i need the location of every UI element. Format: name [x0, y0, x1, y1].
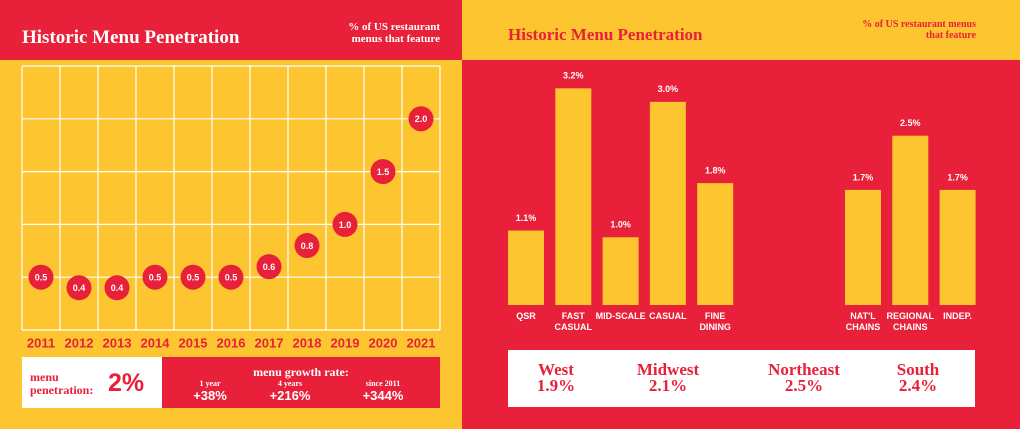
- point: [218, 264, 244, 290]
- data-label: 2.0: [415, 114, 428, 124]
- point: [28, 264, 54, 290]
- x-tick-label: MID-SCALE: [595, 311, 646, 321]
- summary-value: 2%: [108, 369, 145, 397]
- summary-left-box: [22, 357, 162, 408]
- x-tick-label: 2018: [293, 335, 322, 350]
- data-label: 1.0: [339, 220, 352, 230]
- x-tick-label: REGIONAL CHAINS: [886, 311, 935, 332]
- point: [180, 264, 206, 290]
- point: [370, 159, 396, 185]
- data-label: 1.7%: [947, 172, 968, 182]
- region-name: South: [896, 360, 940, 379]
- region-value: 2.1%: [648, 376, 688, 395]
- point: [256, 254, 282, 280]
- x-tick-label: FAST CASUAL: [554, 311, 593, 332]
- point: [66, 275, 92, 301]
- x-tick-label: NAT'L CHAINS: [845, 311, 881, 332]
- x-tick-label: 2011: [27, 335, 55, 350]
- data-label: 0.8: [301, 241, 314, 251]
- summary-right-box: [162, 357, 440, 408]
- right-title: Historic Menu Penetration: [508, 25, 703, 44]
- region-name: Northeast: [768, 360, 840, 379]
- bar: [939, 189, 976, 305]
- x-tick-label: 2016: [217, 335, 246, 350]
- bar: [697, 183, 734, 305]
- right-subtitle: % of US restaurant menus that feature: [862, 19, 976, 41]
- x-tick-label: 2015: [179, 335, 208, 350]
- bar: [845, 189, 881, 305]
- growth-period: 1 year: [199, 379, 221, 388]
- summary-label: menu penetration:: [30, 370, 94, 397]
- region-name: West: [538, 360, 574, 379]
- x-tick-label: FINE DINING: [699, 311, 731, 332]
- growth-title: menu growth rate:: [253, 365, 349, 379]
- growth-value: +344%: [362, 388, 404, 403]
- bar: [602, 237, 639, 305]
- data-label: 0.5: [35, 273, 48, 283]
- bar: [555, 88, 592, 305]
- data-label: 0.5: [149, 273, 162, 283]
- x-tick-label: 2021: [407, 335, 436, 350]
- point: [294, 233, 320, 259]
- bar: [508, 230, 544, 305]
- data-label: 0.4: [111, 283, 124, 293]
- regions-box: [508, 350, 975, 407]
- data-label: 1.1%: [516, 213, 537, 223]
- region-name: Midwest: [636, 360, 700, 379]
- region-value: 2.4%: [898, 376, 938, 395]
- point: [142, 264, 168, 290]
- data-label: 1.7%: [853, 172, 874, 182]
- growth-value: +216%: [269, 388, 311, 403]
- growth-period: 4 years: [277, 379, 303, 388]
- data-label: 3.2%: [563, 71, 584, 81]
- right-title-band: [462, 0, 1020, 60]
- x-tick-label: QSR: [516, 311, 536, 321]
- data-label: 1.0%: [610, 220, 631, 230]
- data-label: 1.8%: [705, 165, 726, 175]
- data-label: 0.5: [225, 273, 238, 283]
- data-label: 0.5: [187, 273, 200, 283]
- growth-period: since 2011: [365, 379, 401, 388]
- data-label: 0.6: [263, 262, 276, 272]
- x-tick-label: INDEP.: [943, 311, 973, 321]
- bar: [649, 101, 686, 305]
- left-subtitle: % of US restaurant menus that feature: [348, 21, 440, 45]
- x-tick-label: 2017: [255, 335, 284, 350]
- data-label: 3.0%: [658, 84, 679, 94]
- point: [408, 106, 434, 132]
- point: [332, 211, 358, 237]
- left-title-band: [0, 0, 462, 60]
- x-tick-label: 2013: [103, 335, 132, 350]
- growth-value: +38%: [193, 388, 227, 403]
- region-value: 2.5%: [784, 376, 824, 395]
- point: [104, 275, 130, 301]
- data-label: 2.5%: [900, 118, 921, 128]
- region-value: 1.9%: [536, 376, 576, 395]
- x-tick-label: 2014: [141, 335, 171, 350]
- data-label: 0.4: [73, 283, 86, 293]
- left-title: Historic Menu Penetration: [22, 27, 240, 48]
- x-tick-label: CASUAL: [649, 311, 687, 321]
- x-tick-label: 2012: [65, 335, 94, 350]
- bar: [892, 135, 929, 305]
- x-tick-label: 2020: [369, 335, 398, 350]
- x-tick-label: 2019: [331, 335, 360, 350]
- data-label: 1.5: [377, 167, 390, 177]
